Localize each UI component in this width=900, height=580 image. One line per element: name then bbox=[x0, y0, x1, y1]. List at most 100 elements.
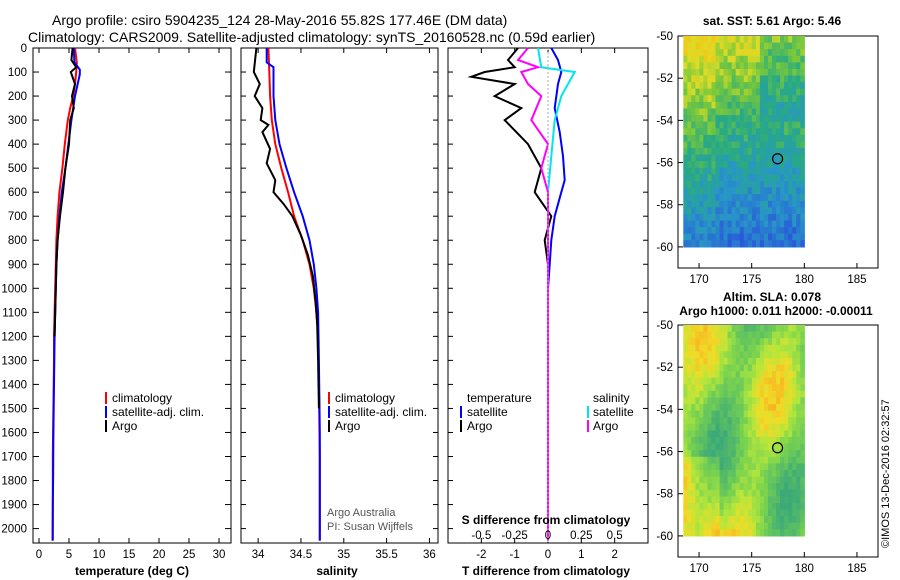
heatmap-cell bbox=[764, 62, 769, 70]
heatmap-cell bbox=[792, 128, 797, 136]
heatmap-cell bbox=[735, 207, 741, 215]
heatmap-cell bbox=[759, 49, 765, 57]
heatmap-cell bbox=[719, 397, 725, 405]
heatmap-cell bbox=[747, 489, 753, 497]
heatmap-cell bbox=[751, 325, 757, 333]
x-tick-label: 15 bbox=[123, 549, 136, 561]
map-y-tick-label: -54 bbox=[656, 404, 673, 416]
heatmap-cell bbox=[699, 351, 704, 359]
heatmap-cell bbox=[776, 423, 781, 432]
heatmap-cell bbox=[735, 430, 741, 438]
heatmap-cell bbox=[727, 443, 733, 451]
heatmap-cell bbox=[751, 121, 757, 129]
heatmap-cell bbox=[772, 200, 777, 208]
heatmap-cell bbox=[772, 351, 777, 359]
heatmap-cell bbox=[776, 456, 781, 464]
heatmap-cell bbox=[755, 351, 761, 359]
heatmap-cell bbox=[727, 509, 733, 517]
heatmap-cell bbox=[784, 463, 789, 471]
heatmap-cell bbox=[715, 174, 721, 182]
heatmap-cell bbox=[727, 55, 733, 63]
heatmap-cell bbox=[683, 220, 688, 228]
heatmap-cell bbox=[776, 82, 781, 90]
heatmap-cell bbox=[759, 516, 765, 524]
heatmap-cell bbox=[711, 121, 717, 129]
heatmap-cell bbox=[759, 377, 765, 385]
heatmap-cell bbox=[772, 167, 777, 175]
heatmap-cell bbox=[788, 207, 793, 215]
heatmap-cell bbox=[699, 233, 704, 241]
heatmap-cell bbox=[711, 417, 717, 425]
heatmap-cell bbox=[800, 344, 805, 352]
heatmap-cell bbox=[687, 430, 692, 438]
heatmap-cell bbox=[691, 95, 696, 103]
heatmap-cell bbox=[703, 227, 708, 235]
heatmap-cell bbox=[780, 476, 785, 484]
heatmap-cell bbox=[703, 207, 708, 215]
heatmap-cell bbox=[796, 503, 801, 511]
heatmap-cell bbox=[792, 200, 797, 208]
heatmap-cell bbox=[703, 233, 708, 241]
heatmap-cell bbox=[735, 154, 741, 162]
heatmap-cell bbox=[755, 227, 761, 235]
heatmap-cell bbox=[727, 331, 733, 339]
heatmap-cell bbox=[788, 397, 793, 405]
heatmap-cell bbox=[727, 154, 733, 162]
heatmap-cell bbox=[735, 69, 741, 77]
heatmap-cell bbox=[796, 417, 801, 425]
heatmap-cell bbox=[727, 476, 733, 484]
heatmap-cell bbox=[739, 200, 745, 208]
heatmap-cell bbox=[788, 233, 793, 241]
heatmap-cell bbox=[699, 174, 704, 182]
heatmap-cell bbox=[703, 377, 708, 385]
heatmap-cell bbox=[780, 390, 785, 399]
heatmap-cell bbox=[743, 470, 749, 478]
heatmap-cell bbox=[743, 496, 749, 504]
heatmap-cell bbox=[780, 496, 785, 504]
heatmap-cell bbox=[755, 456, 761, 464]
heatmap-cell bbox=[776, 351, 781, 359]
heatmap-cell bbox=[759, 240, 765, 248]
sst-map-panel: sat. SST: 5.61 Argo: 5.46 170 175 180 185-5… bbox=[656, 14, 879, 286]
heatmap-cell bbox=[695, 503, 700, 511]
heatmap-cell bbox=[743, 101, 749, 110]
heatmap-cell bbox=[739, 364, 745, 372]
heatmap-cell bbox=[719, 227, 725, 235]
x-tick-label: 35 bbox=[337, 549, 350, 561]
heatmap-cell bbox=[711, 108, 717, 116]
heatmap-cell bbox=[764, 338, 769, 346]
heatmap-cell bbox=[687, 476, 692, 484]
heatmap-cell bbox=[715, 141, 721, 149]
s-diff-tick-label: -0.25 bbox=[502, 530, 528, 542]
heatmap-cell bbox=[695, 371, 700, 379]
heatmap-cell bbox=[703, 384, 708, 392]
heatmap-cell bbox=[747, 75, 753, 83]
heatmap-cell bbox=[683, 377, 688, 385]
heatmap-cell bbox=[776, 69, 781, 77]
heatmap-cell bbox=[691, 49, 696, 57]
heatmap-cell bbox=[792, 351, 797, 359]
heatmap-cell bbox=[780, 220, 785, 228]
heatmap-cell bbox=[784, 397, 789, 405]
heatmap-cell bbox=[772, 476, 777, 484]
heatmap-cell bbox=[780, 437, 785, 445]
series-line-s-argo bbox=[516, 47, 550, 541]
heatmap-cell bbox=[699, 194, 704, 202]
heatmap-cell bbox=[723, 450, 729, 458]
heatmap-cell bbox=[772, 390, 777, 399]
heatmap-cell bbox=[796, 338, 801, 346]
heatmap-cell bbox=[727, 108, 733, 116]
heatmap-cell bbox=[683, 115, 688, 123]
heatmap-cell bbox=[764, 115, 769, 123]
heatmap-cell bbox=[755, 489, 761, 497]
heatmap-cell bbox=[792, 174, 797, 182]
heatmap-cell bbox=[703, 522, 708, 530]
heatmap-cell bbox=[699, 214, 704, 222]
heatmap-cell bbox=[792, 529, 797, 537]
heatmap-cell bbox=[764, 358, 769, 366]
heatmap-cell bbox=[711, 384, 717, 392]
heatmap-cell bbox=[780, 516, 785, 524]
heatmap-cell bbox=[735, 42, 741, 50]
heatmap-cell bbox=[772, 181, 777, 189]
heatmap-cell bbox=[747, 194, 753, 202]
